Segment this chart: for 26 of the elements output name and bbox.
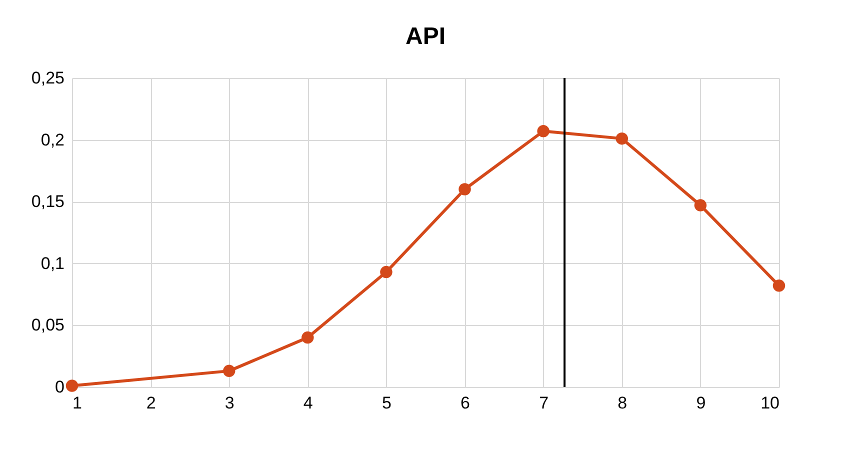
y-tick-label: 0,2 [40, 130, 64, 150]
x-tick-label: 2 [146, 394, 156, 412]
x-tick-label: 6 [460, 394, 470, 412]
point [380, 266, 392, 278]
point [222, 364, 236, 378]
chart-title: API [405, 23, 446, 50]
point [66, 380, 78, 392]
y-tick-label: 0,15 [31, 192, 64, 212]
point [616, 132, 628, 145]
point [772, 280, 786, 292]
y-tick-label: 0,1 [40, 254, 64, 273]
x-tick-label: 8 [618, 394, 628, 412]
x-tick-label: 7 [539, 394, 549, 412]
x-tick-label: 3 [224, 394, 234, 412]
x-tick-label: 4 [303, 394, 313, 412]
point [537, 125, 550, 138]
x-tick-label: 1 [72, 394, 82, 412]
point [302, 331, 314, 344]
y-tick-label: 0,25 [31, 68, 64, 88]
point [458, 183, 471, 196]
y-tick-label: 0 [55, 378, 64, 396]
x-tick-label: 9 [696, 394, 706, 412]
y-tick-label: 0,05 [31, 316, 64, 335]
point [694, 199, 707, 212]
x-tick-label: 5 [382, 394, 392, 412]
x-tick-label: 10 [760, 394, 780, 412]
